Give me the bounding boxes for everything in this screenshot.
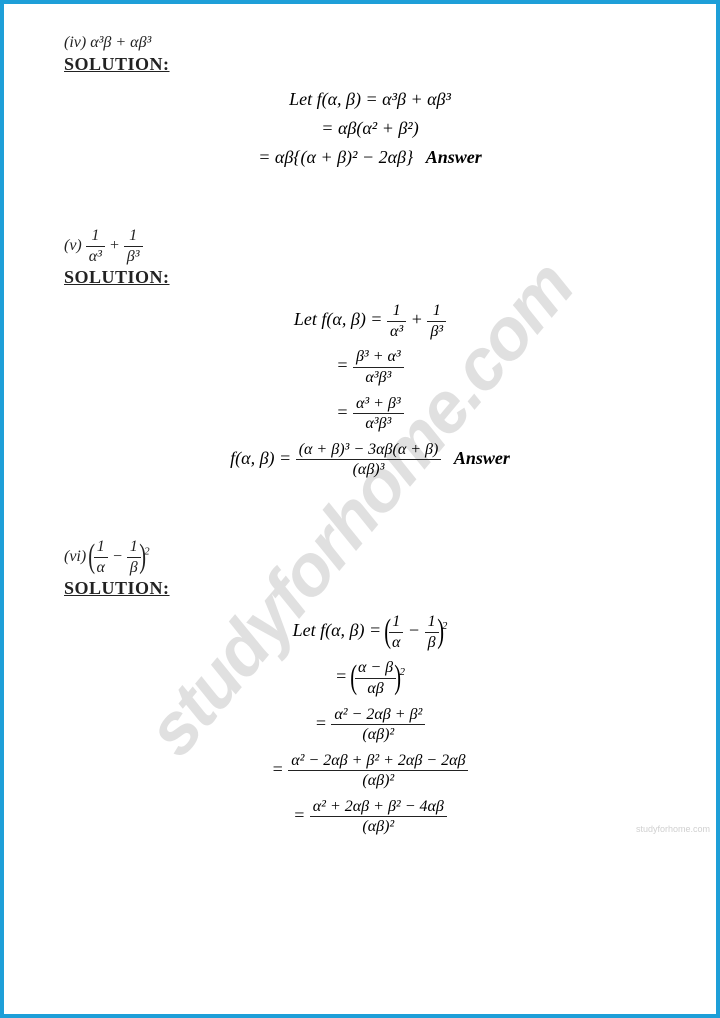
iv-answer: Answer (426, 147, 482, 167)
iv-l2: = αβ(α² + β²) (321, 118, 418, 139)
v-answer: Answer (454, 448, 510, 468)
vi-l4-eq: = (272, 759, 289, 779)
math-block-v: Let f(α, β) = 1α³ + 1β³ = β³ + α³α³β³ = … (64, 298, 676, 483)
problem-label-iv: (iv) α³β + αβ³ (64, 34, 676, 52)
problem-label-v: (v) 1α³ + 1β³ (64, 227, 676, 265)
iv-l1-prefix: Let f(α, β) = (289, 89, 382, 109)
v-l1-f2: 1β³ (427, 302, 446, 340)
vi-l3-eq: = (315, 713, 332, 733)
v-l2-f: β³ + α³α³β³ (353, 348, 404, 386)
v-label-frac1: 1α³ (86, 227, 105, 265)
v-l1-plus: + (406, 309, 427, 329)
iv-l3: = αβ{(α + β)² − 2αβ} (258, 147, 413, 167)
solution-heading-v: SOLUTION: (64, 267, 676, 288)
vi-l2-eq: = (335, 667, 352, 687)
v-label-prefix: (v) (64, 237, 86, 254)
section-iv: (iv) α³β + αβ³ SOLUTION: Let f(α, β) = α… (64, 34, 676, 172)
v-l4-prefix: f(α, β) = (230, 448, 296, 468)
problem-label-vi: (vi) (1α − 1β)2 (64, 538, 676, 576)
page-content: (iv) α³β + αβ³ SOLUTION: Let f(α, β) = α… (4, 4, 716, 910)
vi-label-f1: 1α (94, 538, 108, 576)
solution-heading-iv: SOLUTION: (64, 54, 676, 75)
vi-l4-f: α² − 2αβ + β² + 2αβ − 2αβ(αβ)² (288, 752, 468, 790)
section-v: (v) 1α³ + 1β³ SOLUTION: Let f(α, β) = 1α… (64, 227, 676, 483)
v-l2-eq: = (336, 356, 353, 376)
vi-label-prefix: (vi) (64, 548, 90, 565)
solution-heading-vi: SOLUTION: (64, 578, 676, 599)
v-l4-f: (α + β)³ − 3αβ(α + β)(αβ)³ (296, 441, 442, 479)
v-l3-f: α³ + β³α³β³ (353, 395, 404, 433)
vi-l5-f: α² + 2αβ + β² − 4αβ(αβ)² (310, 798, 447, 836)
iv-l1-rhs: α³β + αβ³ (382, 89, 451, 109)
math-block-vi: Let f(α, β) = (1α − 1β)2 = (α − βαβ)2 = … (64, 609, 676, 840)
vi-l1-f1: 1α (389, 613, 403, 651)
vi-l1-minus: − (403, 620, 424, 640)
vi-l3-f: α² − 2αβ + β²(αβ)² (331, 706, 425, 744)
vi-l1-prefix: Let f(α, β) = (293, 620, 386, 640)
section-vi: (vi) (1α − 1β)2 SOLUTION: Let f(α, β) = … (64, 538, 676, 840)
vi-label-minus: − (108, 548, 127, 565)
v-label-frac2: 1β³ (124, 227, 143, 265)
math-block-iv: Let f(α, β) = α³β + αβ³ = αβ(α² + β²) = … (64, 85, 676, 172)
vi-l2-f: α − βαβ (355, 659, 396, 697)
v-l3-eq: = (336, 402, 353, 422)
v-l1-prefix: Let f(α, β) = (294, 309, 387, 329)
v-l1-f1: 1α³ (387, 302, 406, 340)
v-label-plus: + (105, 237, 124, 254)
vi-l5-eq: = (293, 805, 310, 825)
